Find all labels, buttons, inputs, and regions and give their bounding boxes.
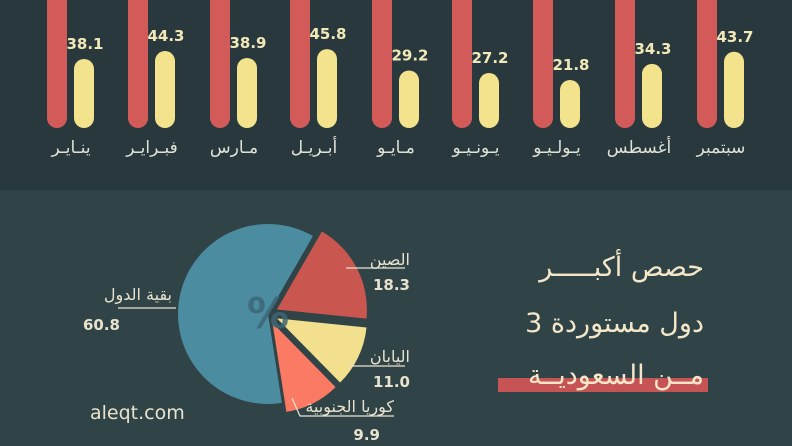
bar-red-9 [697, 0, 717, 128]
month-label: فبـرايـر [125, 138, 177, 158]
pie-slice-label: كوريا الجنوبية [305, 397, 394, 417]
bar-value-label: 29.2 [391, 46, 428, 64]
pie-slice-label: اليابان [370, 347, 410, 366]
bar-yellow-5 [399, 70, 419, 128]
bar-value-label: 27.2 [471, 49, 508, 67]
monthly-bar-chart: 38.1 ينـايـر 44.3 فبـرايـر 38.9 مـارس 45.8 أبـر… [47, 0, 754, 158]
bar-value-label: 38.9 [229, 34, 266, 52]
bar-yellow-4 [317, 49, 337, 128]
bar-red-7 [533, 0, 553, 128]
bar-yellow-7 [560, 79, 580, 128]
bar-yellow-6 [479, 73, 499, 128]
bar-value-label: 38.1 [66, 35, 103, 53]
month-label: يـولـيـو [532, 138, 581, 158]
pie-slice-2 [277, 318, 367, 383]
headline-highlight [498, 378, 708, 392]
bar-value-label: 45.8 [309, 25, 346, 43]
pie-chart-panel [0, 190, 792, 446]
bar-red-4 [290, 0, 310, 128]
headline-line-1: حصص أكبـــــر [539, 252, 704, 283]
pie-slice-3 [272, 322, 336, 412]
month-label: أبـريـل [291, 136, 337, 158]
pie-slice-value: 9.9 [353, 426, 380, 444]
bar-value-label: 21.8 [552, 56, 589, 74]
pie-slice-value: 18.3 [373, 276, 410, 294]
month-label: يـونـيـو [451, 138, 499, 158]
pie-slice-label: بقية الدول [104, 285, 172, 305]
bar-yellow-8 [642, 63, 662, 129]
headline-line-2: 3 دول مستوردة [525, 308, 704, 339]
bar-yellow-9 [724, 51, 744, 128]
pie-slice-4 [177, 223, 313, 404]
pie-slice-label: الصين [370, 250, 410, 270]
source-label: aleqt.com [90, 402, 185, 424]
bar-red-5 [372, 0, 392, 128]
bar-value-label: 34.3 [634, 40, 671, 58]
bar-value-label: 44.3 [147, 27, 184, 45]
bar-yellow-1 [74, 59, 94, 128]
bar-value-label: 43.7 [716, 28, 753, 46]
bar-red-3 [210, 0, 230, 128]
pie-slice-value: 60.8 [83, 316, 120, 334]
pie-leader-line [291, 397, 394, 417]
bar-yellow-3 [237, 57, 257, 128]
bar-chart-panel: 38.1 ينـايـر 44.3 فبـرايـر 38.9 مـارس 45.8 أبـر… [0, 0, 792, 190]
month-label: سبتمبر [696, 138, 746, 158]
pie-slice-value: 11.0 [373, 373, 410, 391]
month-label: مـايـو [376, 138, 415, 158]
month-label: ينـايـر [50, 138, 90, 158]
bar-red-2 [128, 0, 148, 128]
bar-yellow-2 [155, 51, 175, 128]
pie-slice-1 [276, 231, 367, 319]
headline-line-3: مــن السعوديــة [527, 360, 704, 391]
month-label: أغسطس [607, 136, 671, 158]
pie-center-percent: % [247, 289, 289, 338]
bar-red-1 [47, 0, 67, 128]
bar-red-8 [615, 0, 635, 128]
month-label: مـارس [210, 138, 258, 158]
bar-red-6 [452, 0, 472, 128]
